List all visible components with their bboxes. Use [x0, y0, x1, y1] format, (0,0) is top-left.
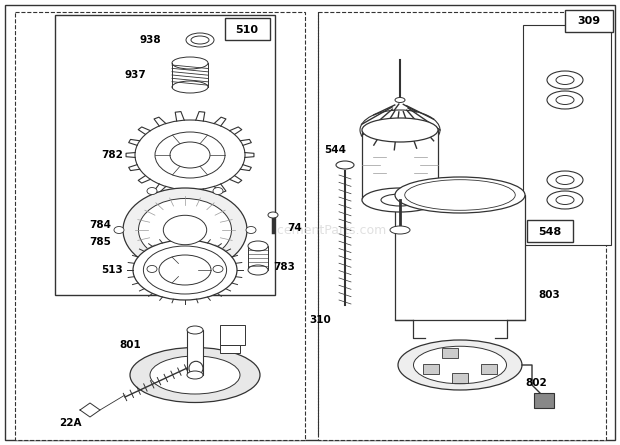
- Bar: [225, 18, 270, 40]
- Ellipse shape: [123, 188, 247, 272]
- Polygon shape: [80, 403, 100, 417]
- Ellipse shape: [360, 110, 440, 150]
- Text: 802: 802: [525, 378, 547, 388]
- Ellipse shape: [133, 240, 237, 300]
- Ellipse shape: [336, 161, 354, 169]
- Ellipse shape: [362, 188, 438, 212]
- Ellipse shape: [398, 340, 522, 390]
- Text: 938: 938: [139, 35, 161, 45]
- Text: 803: 803: [538, 290, 560, 300]
- Ellipse shape: [268, 212, 278, 218]
- Text: 22A: 22A: [59, 418, 81, 428]
- Ellipse shape: [547, 171, 583, 189]
- Bar: [452, 372, 468, 383]
- Bar: [422, 364, 438, 374]
- Ellipse shape: [150, 356, 240, 394]
- Ellipse shape: [547, 191, 583, 209]
- Bar: [534, 393, 554, 408]
- Bar: [523, 25, 611, 245]
- Bar: [55, 15, 275, 295]
- Bar: [187, 330, 203, 375]
- Ellipse shape: [172, 81, 208, 93]
- Ellipse shape: [547, 71, 583, 89]
- Bar: [443, 348, 458, 358]
- Ellipse shape: [147, 266, 157, 272]
- Text: 510: 510: [236, 25, 259, 35]
- Ellipse shape: [155, 132, 225, 178]
- Ellipse shape: [187, 371, 203, 379]
- Ellipse shape: [381, 194, 419, 206]
- Ellipse shape: [405, 180, 515, 210]
- Text: eReplacementParts.com: eReplacementParts.com: [234, 223, 386, 236]
- Ellipse shape: [147, 187, 157, 194]
- Bar: [220, 345, 240, 353]
- Ellipse shape: [248, 265, 268, 275]
- Bar: [15, 12, 305, 440]
- Bar: [318, 12, 606, 440]
- Ellipse shape: [186, 33, 214, 47]
- Ellipse shape: [143, 246, 226, 294]
- Text: 782: 782: [101, 150, 123, 160]
- Text: 544: 544: [324, 145, 346, 155]
- Ellipse shape: [159, 255, 211, 285]
- Bar: [172, 63, 208, 87]
- Text: 801: 801: [119, 340, 141, 350]
- Ellipse shape: [556, 195, 574, 205]
- Bar: [336, 167, 354, 173]
- Bar: [220, 325, 245, 345]
- Ellipse shape: [187, 326, 203, 334]
- Ellipse shape: [556, 96, 574, 105]
- Text: 74: 74: [287, 223, 302, 233]
- Ellipse shape: [248, 241, 268, 251]
- Ellipse shape: [130, 348, 260, 402]
- Ellipse shape: [191, 36, 209, 44]
- Ellipse shape: [189, 361, 203, 375]
- Text: 309: 309: [577, 16, 601, 26]
- Ellipse shape: [414, 346, 507, 384]
- Ellipse shape: [395, 177, 525, 213]
- Ellipse shape: [163, 215, 206, 245]
- Bar: [482, 364, 497, 374]
- Bar: [527, 220, 573, 242]
- Ellipse shape: [395, 97, 405, 102]
- Ellipse shape: [246, 227, 256, 234]
- Ellipse shape: [556, 175, 574, 185]
- Ellipse shape: [390, 226, 410, 234]
- Bar: [565, 10, 613, 32]
- Ellipse shape: [556, 76, 574, 85]
- Ellipse shape: [547, 91, 583, 109]
- Bar: [395, 195, 525, 320]
- Ellipse shape: [138, 198, 231, 262]
- Bar: [248, 246, 268, 270]
- Ellipse shape: [135, 120, 245, 190]
- Ellipse shape: [362, 118, 438, 142]
- Text: 548: 548: [538, 227, 562, 237]
- Text: 937: 937: [124, 70, 146, 80]
- Ellipse shape: [213, 266, 223, 272]
- Text: 785: 785: [89, 237, 111, 247]
- Ellipse shape: [213, 187, 223, 194]
- Text: 310: 310: [309, 315, 331, 325]
- Bar: [362, 130, 438, 200]
- Ellipse shape: [170, 142, 210, 168]
- Text: 513: 513: [101, 265, 123, 275]
- Ellipse shape: [172, 57, 208, 69]
- Text: 783: 783: [273, 262, 295, 272]
- Text: 784: 784: [89, 220, 111, 230]
- Ellipse shape: [114, 227, 124, 234]
